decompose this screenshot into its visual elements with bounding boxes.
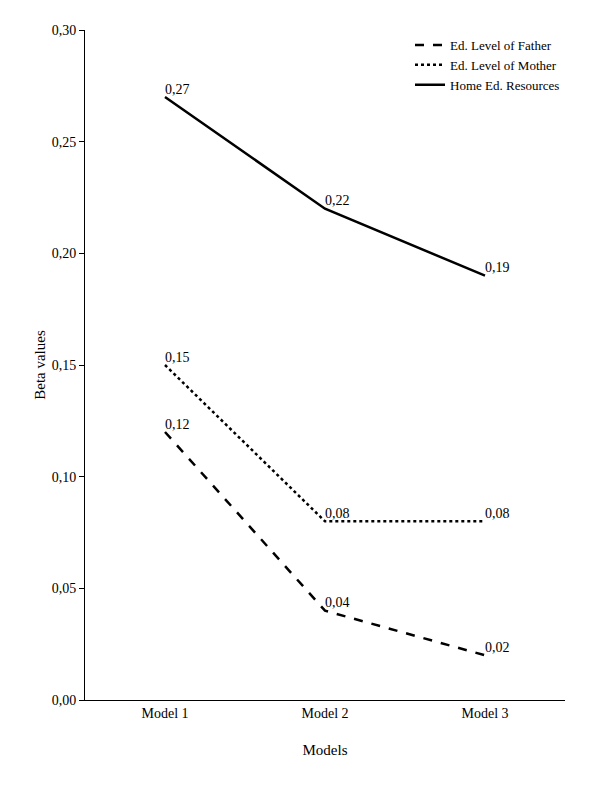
svg-text:0,00: 0,00 xyxy=(52,693,77,708)
svg-text:0,15: 0,15 xyxy=(52,358,77,373)
svg-text:Home Ed. Resources: Home Ed. Resources xyxy=(450,78,559,93)
svg-text:0,08: 0,08 xyxy=(325,506,350,521)
svg-text:0,25: 0,25 xyxy=(52,135,77,150)
svg-text:0,19: 0,19 xyxy=(485,260,510,275)
svg-text:0,22: 0,22 xyxy=(325,193,350,208)
svg-text:Model 2: Model 2 xyxy=(301,706,348,721)
svg-text:0,27: 0,27 xyxy=(165,82,190,97)
svg-text:Beta values: Beta values xyxy=(32,330,48,400)
svg-text:Model 3: Model 3 xyxy=(461,706,508,721)
svg-text:0,02: 0,02 xyxy=(485,640,510,655)
svg-text:Model 1: Model 1 xyxy=(141,706,188,721)
svg-text:0,10: 0,10 xyxy=(52,470,77,485)
svg-text:0,30: 0,30 xyxy=(52,23,77,38)
svg-text:0,08: 0,08 xyxy=(485,506,510,521)
svg-text:0,12: 0,12 xyxy=(165,417,190,432)
svg-text:0,05: 0,05 xyxy=(52,581,77,596)
svg-text:0,15: 0,15 xyxy=(165,350,190,365)
svg-text:Models: Models xyxy=(303,742,348,758)
svg-text:0,04: 0,04 xyxy=(325,595,350,610)
svg-text:Ed. Level of Father: Ed. Level of Father xyxy=(450,38,552,53)
svg-text:Ed. Level of Mother: Ed. Level of Mother xyxy=(450,58,557,73)
svg-text:0,20: 0,20 xyxy=(52,246,77,261)
